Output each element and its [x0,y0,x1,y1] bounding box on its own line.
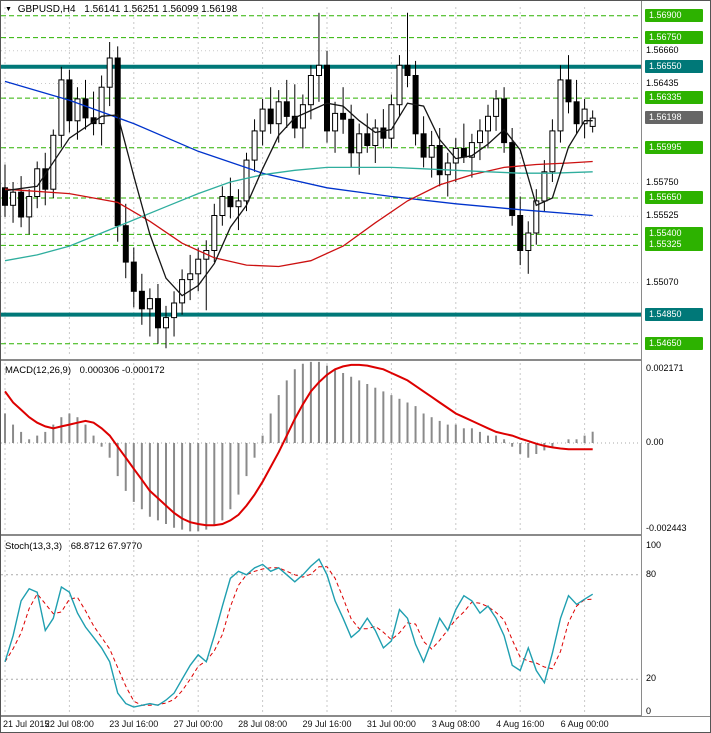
chart-title: ▼ GBPUSD,H4 1.56141 1.56251 1.56099 1.56… [5,4,237,15]
time-axis-separator [1,715,710,717]
ma-fast-black [4,102,593,297]
ohlc-values: 1.56141 1.56251 1.56099 1.56198 [84,4,238,15]
price-level-badge: 1.55995 [645,140,703,154]
candlesticks [2,12,596,349]
time-axis-label: 27 Jul 00:00 [173,719,223,729]
macd-signal-line [4,363,593,527]
time-axis-label: 21 Jul 2015 [3,719,50,729]
macd-panel [1,361,641,532]
price-level-badge: 1.56198 [645,111,703,125]
axis-label: 0.00 [646,436,664,447]
price-level-badge: 1.56335 [645,91,703,105]
time-axis-label: 22 Jul 08:00 [44,719,94,729]
axis-label: 80 [646,568,657,579]
stoch-indicator-label: Stoch(13,3,3) 68.8712 67.9770 [5,541,142,552]
time-axis: 21 Jul 2015 22 Jul 08:00 23 Jul 16:00 27 Ju… [1,717,710,732]
price-level-badge: 1.56900 [645,8,703,22]
macd-indicator-label: MACD(12,26,9) 0.000306 -0.000172 [5,365,165,376]
macd-name: MACD(12,26,9) [5,365,71,376]
price-level-badge: 1.54850 [645,307,703,321]
price-axis: 1.56900 1.56750 1.56660 1.56550 1.56435 1.563… [642,1,710,716]
stoch-panel [1,557,641,708]
axis-label: 20 [646,673,657,684]
ma-slow-blue [4,80,593,217]
ma-medium-red [4,160,593,268]
symbol-marker-icon: ▼ [5,6,12,13]
price-level-badge: 1.55400 [645,227,703,241]
axis-label: 1.55750 [646,177,679,188]
ma-teal [4,166,593,262]
panel-separator-main-macd[interactable] [1,359,710,361]
time-axis-label: 6 Aug 00:00 [560,719,609,729]
stoch-k-line [4,557,594,708]
axis-label: 0.002171 [646,363,684,373]
stoch-values: 68.8712 67.9770 [70,541,143,552]
axis-label: 0 [646,706,652,716]
price-level-badge: 1.55325 [645,238,703,252]
grid-lines [1,7,641,714]
axis-label: 1.56435 [646,77,679,88]
time-axis-label: 31 Jul 00:00 [366,719,416,729]
time-axis-label: 3 Aug 08:00 [431,719,480,729]
symbol-period-label: GBPUSD,H4 [17,4,76,15]
stoch-name: Stoch(13,3,3) [5,541,63,552]
time-axis-label: 29 Jul 16:00 [302,719,352,729]
axis-label: 1.55525 [646,210,679,221]
price-axis-separator [641,1,642,716]
time-axis-label: 23 Jul 16:00 [109,719,159,729]
axis-label: -0.002443 [646,523,687,533]
panel-separator-macd-stoch[interactable] [1,534,710,536]
macd-values: 0.000306 -0.000172 [79,365,165,376]
price-level-badge: 1.55650 [645,190,703,204]
price-level-badge: 1.56550 [645,59,703,73]
price-level-badge: 1.56750 [645,30,703,44]
moving-averages [4,80,593,297]
axis-label: 100 [646,540,662,550]
price-level-badge: 1.54650 [645,336,703,350]
time-axis-label: 28 Jul 08:00 [238,719,288,729]
time-axis-label: 4 Aug 16:00 [496,719,545,729]
axis-label: 1.55070 [646,276,679,287]
axis-label: 1.56660 [646,44,679,55]
